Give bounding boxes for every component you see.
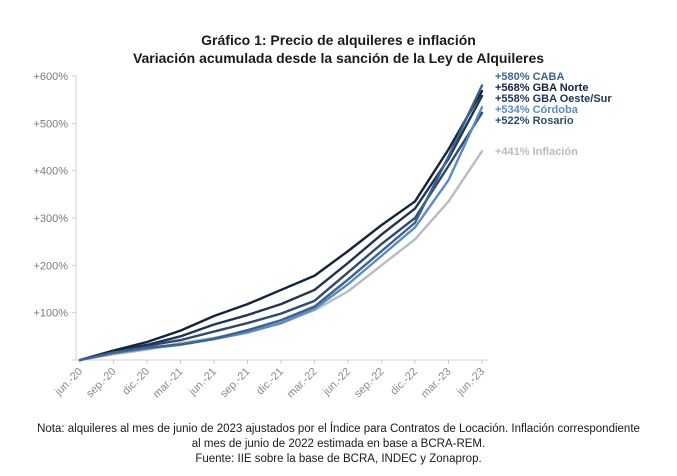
series-line-gba-oeste-sur	[78, 94, 484, 362]
series-end-label: +558% GBA Oeste/Sur	[495, 93, 612, 105]
x-tick-label: mar.-23	[419, 366, 454, 401]
x-tick-label: jun.-20	[52, 366, 85, 399]
y-tick-label: +400%	[33, 166, 68, 178]
x-tick-label: mar.-21	[151, 366, 186, 401]
series-line-c-rdoba	[78, 106, 484, 362]
x-tick-label: sep.-21	[218, 366, 252, 400]
x-tick-label: jun.-23	[454, 366, 487, 399]
series-end-label: +534% Córdoba	[495, 104, 579, 116]
y-tick-label: +300%	[33, 213, 68, 225]
x-tick-label: sep.-22	[352, 366, 386, 400]
x-tick-label: sep.-20	[84, 366, 118, 400]
series-end-label: +522% Rosario	[495, 115, 574, 127]
x-tick-label: jun.-22	[320, 366, 353, 399]
source-line: Fuente: IIE sobre la base de BCRA, INDEC…	[195, 453, 482, 465]
series-line-caba	[78, 84, 484, 362]
series-line-inflaci-n	[78, 150, 484, 362]
chart-title: Gráfico 1: Precio de alquileres e inflac…	[201, 32, 476, 48]
series-end-label: +580% CABA	[495, 71, 564, 83]
series-end-label: +441% Inflación	[495, 146, 578, 158]
note-line-1: Nota: alquileres al mes de junio de 2023…	[37, 423, 640, 435]
x-tick-label: jun.-21	[186, 366, 219, 399]
y-tick-label: +200%	[33, 260, 68, 272]
x-tick-label: mar.-22	[285, 366, 320, 401]
x-tick-label: dic.-22	[388, 366, 420, 398]
x-tick-label: dic.-21	[254, 366, 286, 398]
chart-subtitle: Variación acumulada desde la sanción de …	[132, 50, 545, 66]
note-line-2: al mes de junio de 2022 estimada en base…	[191, 438, 486, 450]
line-chart: +100%+200%+300%+400%+500%+600%jun.-20 sep…	[33, 71, 612, 401]
x-tick-label: dic.-20	[120, 366, 152, 398]
series-line-gba-norte	[78, 89, 484, 362]
y-tick-label: +600%	[33, 71, 68, 83]
y-tick-label: +500%	[33, 118, 68, 130]
y-tick-label: +100%	[33, 308, 68, 320]
series-end-label: +568% GBA Norte	[495, 82, 588, 94]
